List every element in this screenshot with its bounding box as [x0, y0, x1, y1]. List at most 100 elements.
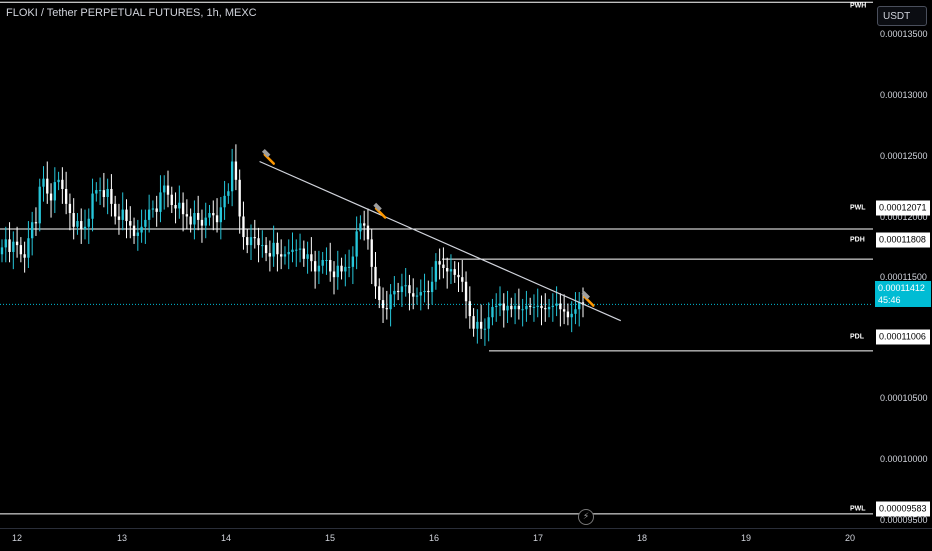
candle-body [147, 209, 151, 220]
candle-body [261, 245, 264, 247]
candle-body [408, 285, 411, 294]
time-axis[interactable] [0, 528, 932, 551]
candle-body [159, 192, 162, 212]
candle-body [423, 290, 426, 293]
candle-body [472, 316, 475, 329]
candle-body [325, 259, 328, 261]
lightning-icon[interactable]: ⚡ [578, 509, 594, 525]
candle-body [208, 213, 211, 218]
hammer-handle [263, 153, 276, 165]
date-label: 20 [844, 533, 856, 543]
candle-body [446, 268, 449, 272]
candle-body [359, 223, 362, 232]
candle-body [257, 238, 260, 246]
candle-body [381, 300, 385, 309]
date-label: 19 [740, 533, 752, 543]
level-tag-pwh: PWH [850, 2, 867, 10]
candle-body [189, 216, 192, 225]
candle-body [34, 222, 38, 224]
candle-body [427, 290, 430, 293]
candle-body [181, 202, 185, 215]
candle-body [366, 225, 370, 240]
candle-body [329, 259, 332, 272]
candle-body [215, 215, 219, 223]
price-tick: 0.00013000 [880, 90, 928, 100]
candle-body [540, 305, 543, 309]
level-price-pwl: 0.00012071 [876, 200, 930, 216]
candle-body [200, 219, 204, 226]
candle-body [125, 209, 128, 222]
candle-body [121, 209, 124, 220]
current-price-label: 0.00011412 45:46 [875, 281, 931, 307]
trendline [259, 160, 622, 322]
candle-body [12, 241, 15, 252]
candle-body [264, 245, 268, 254]
candle-body [547, 306, 551, 310]
candle-body [212, 213, 215, 216]
candle-body [532, 306, 536, 308]
price-axis[interactable] [873, 0, 932, 528]
price-tick: 0.00009500 [880, 515, 928, 525]
candle-body [336, 265, 339, 278]
candle-body [68, 203, 72, 214]
bar-countdown: 45:46 [878, 295, 901, 305]
candle-body [174, 205, 177, 209]
candle-body [385, 308, 388, 310]
candle-body [438, 261, 441, 265]
candle-body [102, 190, 106, 197]
candle-body [91, 193, 94, 219]
price-tick: 0.00012000 [880, 212, 928, 222]
candle-body [415, 295, 419, 297]
candle-body [8, 239, 11, 252]
candle-body [114, 203, 117, 217]
candle-body [502, 303, 505, 311]
candle-body [42, 178, 45, 187]
candle-body [419, 292, 422, 296]
candle-body [163, 185, 166, 193]
candle-body [464, 281, 468, 302]
candle-body [87, 218, 90, 227]
hammer-icon [373, 202, 387, 219]
price-tick: 0.00012500 [880, 151, 928, 161]
candle-body [31, 222, 34, 239]
candle-body [461, 277, 464, 282]
date-label: 13 [116, 533, 128, 543]
candle-body [219, 207, 222, 223]
candle-body [570, 313, 573, 318]
candle-body [155, 208, 158, 212]
candle-body [204, 217, 207, 226]
candle-body [83, 226, 87, 230]
candle-body [280, 254, 283, 257]
candle-body [223, 195, 226, 208]
currency-button[interactable]: USDT [877, 6, 927, 26]
candle-body [412, 293, 415, 297]
candle-body [246, 237, 249, 246]
candle-body [170, 194, 173, 206]
candle-body [321, 259, 324, 266]
candle-body [268, 253, 272, 257]
candle-body [295, 249, 298, 251]
candle-body [61, 179, 64, 189]
candle-body [351, 256, 355, 267]
candle-body [574, 309, 577, 314]
candle-body [517, 305, 521, 310]
candle-body [253, 237, 256, 239]
level-tag-pdh: PDH [850, 236, 865, 244]
candle-body [498, 303, 502, 306]
current-price-value: 0.00011412 [878, 283, 925, 293]
date-label: 17 [532, 533, 544, 543]
candle-body [317, 265, 321, 272]
candle-body [166, 185, 170, 195]
hammer-icon [261, 148, 276, 165]
candle-body [453, 269, 456, 275]
candle-body [332, 271, 336, 278]
candle-body [434, 261, 438, 282]
candle-body [483, 328, 487, 330]
candle-body [506, 305, 509, 311]
candle-body [370, 239, 373, 267]
candle-body [310, 254, 313, 262]
date-label: 18 [636, 533, 648, 543]
candle-body [404, 285, 407, 287]
candle-body [227, 191, 230, 196]
